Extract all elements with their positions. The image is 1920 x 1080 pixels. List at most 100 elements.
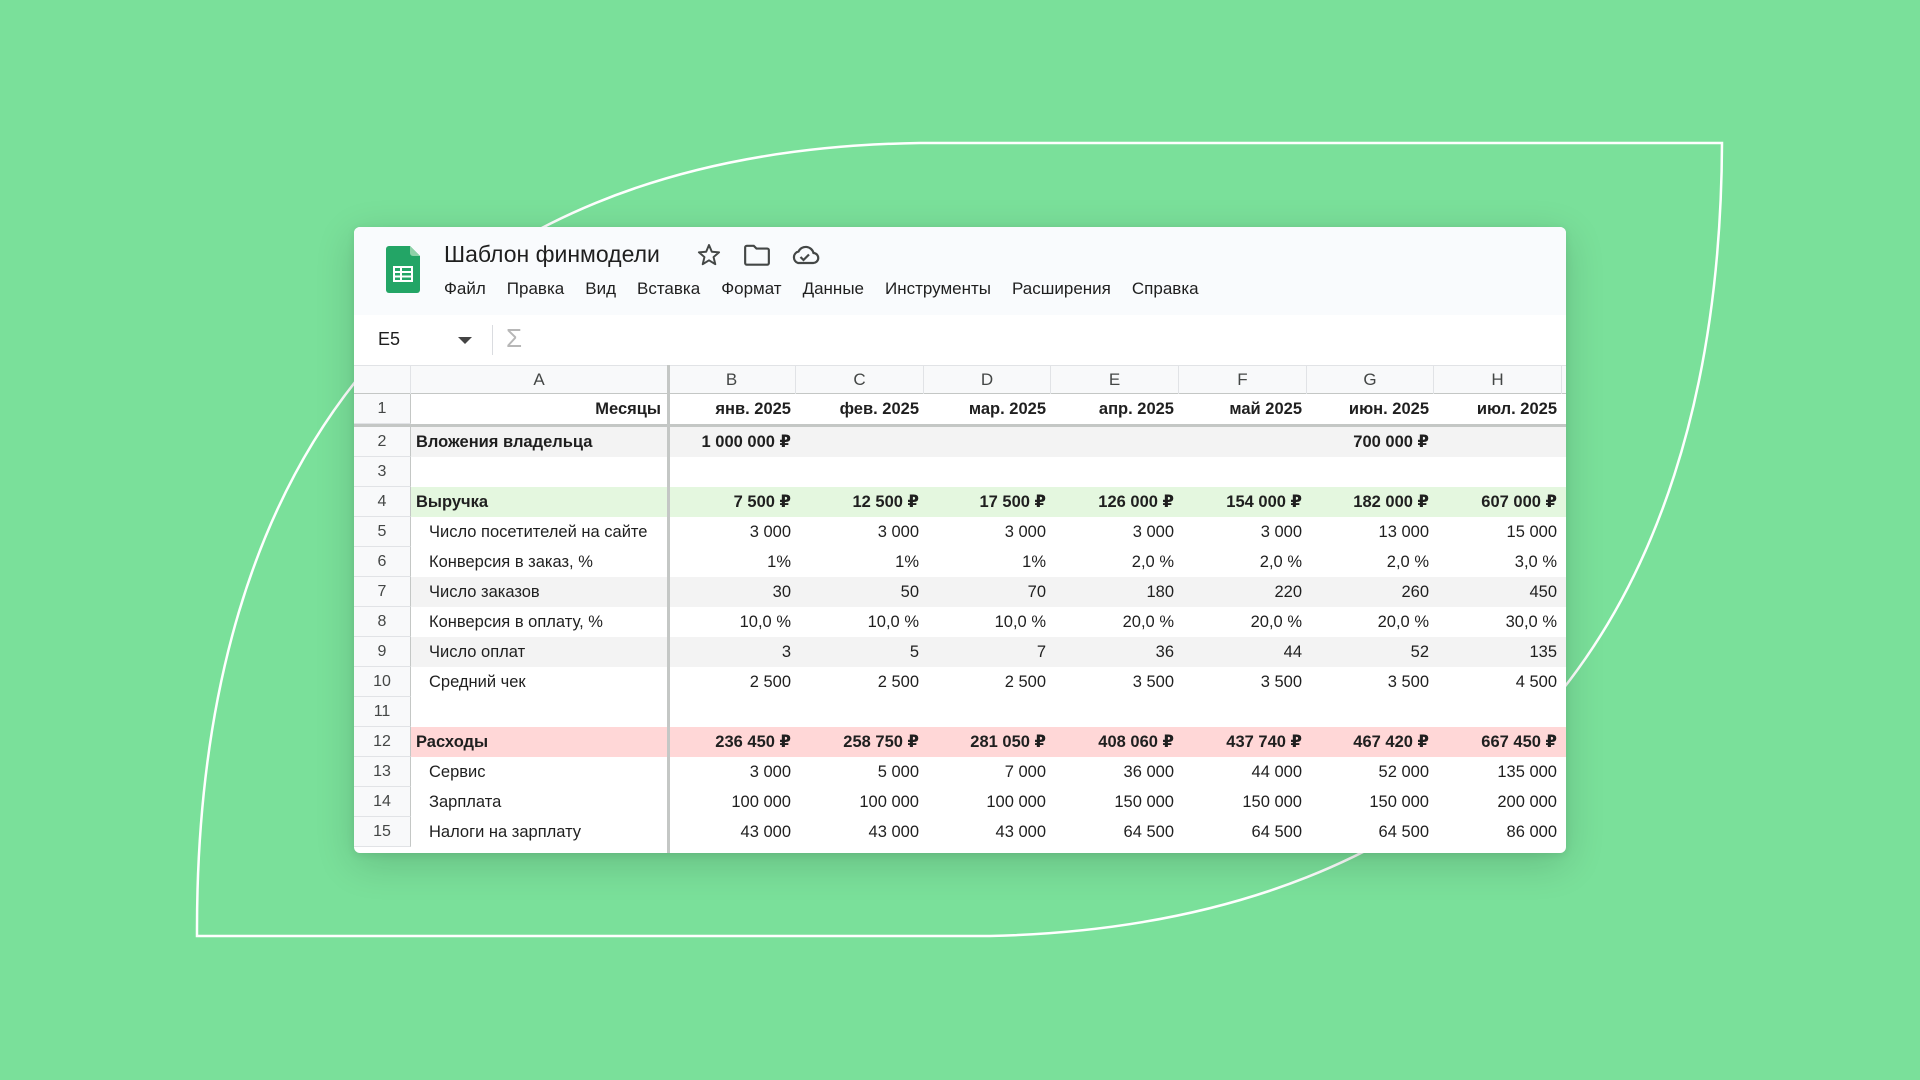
row-label-cell[interactable]: Число посетителей на сайте (429, 523, 648, 541)
cell-d4[interactable]: 17 500 ₽ (979, 493, 1046, 511)
menu-item[interactable]: Вставка (637, 279, 701, 298)
cell-g6[interactable]: 2,0 % (1386, 553, 1429, 571)
cell-e10[interactable]: 3 500 (1132, 673, 1174, 691)
cell-h5[interactable]: 15 000 (1506, 523, 1557, 541)
cell-f1[interactable]: май 2025 (1229, 400, 1302, 418)
cell-c14[interactable]: 100 000 (859, 793, 919, 811)
cell-h9[interactable]: 135 (1529, 643, 1557, 661)
cell-g5[interactable]: 13 000 (1378, 523, 1429, 541)
column-header-a[interactable]: A (411, 366, 668, 394)
cell-e3[interactable] (1051, 457, 1179, 487)
cell-g10[interactable]: 3 500 (1387, 673, 1429, 691)
cell-c5[interactable]: 3 000 (877, 523, 919, 541)
cell-d12[interactable]: 281 050 ₽ (970, 733, 1046, 751)
column-header-h[interactable]: H (1434, 366, 1562, 394)
cell-e14[interactable]: 150 000 (1114, 793, 1174, 811)
cell-e1[interactable]: апр. 2025 (1098, 400, 1174, 418)
menu-item[interactable]: Вид (585, 279, 616, 298)
cell-f10[interactable]: 3 500 (1260, 673, 1302, 691)
menu-item[interactable]: Справка (1131, 279, 1199, 298)
cell-g1[interactable]: июн. 2025 (1348, 400, 1429, 418)
frozen-column-divider[interactable] (667, 365, 670, 853)
menu-item[interactable]: Правка (506, 279, 565, 298)
cell-g14[interactable]: 150 000 (1369, 793, 1429, 811)
cell-b13[interactable]: 3 000 (749, 763, 791, 781)
name-box[interactable]: E5 (378, 329, 401, 349)
cell-h4[interactable]: 607 000 ₽ (1481, 493, 1557, 511)
column-header-e[interactable]: E (1051, 366, 1179, 394)
row-label-cell[interactable]: Конверсия в заказ, % (429, 553, 593, 571)
row-number[interactable]: 5 (354, 517, 411, 547)
cell-h6[interactable]: 3,0 % (1514, 553, 1557, 571)
row-label-cell[interactable] (411, 457, 668, 487)
cell-b2[interactable]: 1 000 000 ₽ (701, 433, 791, 451)
cell-h13[interactable]: 135 000 (1497, 763, 1557, 781)
row-number[interactable]: 8 (354, 607, 411, 637)
cell-d10[interactable]: 2 500 (1004, 673, 1046, 691)
cell-e6[interactable]: 2,0 % (1131, 553, 1174, 571)
row-number[interactable]: 11 (354, 697, 411, 727)
cell-e5[interactable]: 3 000 (1132, 523, 1174, 541)
row-label-cell[interactable]: Расходы (416, 733, 489, 751)
cell-f12[interactable]: 437 740 ₽ (1226, 733, 1302, 751)
row-number[interactable]: 7 (354, 577, 411, 607)
cell-b15[interactable]: 43 000 (740, 823, 791, 841)
cell-d2[interactable] (924, 427, 1051, 457)
cell-e2[interactable] (1051, 427, 1179, 457)
row-label-cell[interactable]: Налоги на зарплату (429, 823, 582, 841)
row-number[interactable]: 9 (354, 637, 411, 667)
column-header-d[interactable]: D (924, 366, 1051, 394)
cell-b7[interactable]: 30 (772, 583, 791, 601)
cell-d3[interactable] (924, 457, 1051, 487)
cell-b9[interactable]: 3 (781, 643, 791, 661)
cell-e11[interactable] (1051, 697, 1179, 727)
cell-h11[interactable] (1434, 697, 1562, 727)
cell-h7[interactable]: 450 (1529, 583, 1557, 601)
cell-c13[interactable]: 5 000 (877, 763, 919, 781)
cell-d15[interactable]: 43 000 (995, 823, 1046, 841)
row-number[interactable]: 10 (354, 667, 411, 697)
cell-e15[interactable]: 64 500 (1123, 823, 1174, 841)
cell-h10[interactable]: 4 500 (1515, 673, 1557, 691)
row-number[interactable]: 15 (354, 817, 411, 847)
cell-d5[interactable]: 3 000 (1004, 523, 1046, 541)
cell-e7[interactable]: 180 (1146, 583, 1174, 601)
cell-h1[interactable]: июл. 2025 (1476, 400, 1557, 418)
cell-g3[interactable] (1307, 457, 1434, 487)
cell-g2[interactable]: 700 000 ₽ (1353, 433, 1429, 451)
cell-d9[interactable]: 7 (1036, 643, 1046, 661)
cell-g7[interactable]: 260 (1401, 583, 1429, 601)
cell-h8[interactable]: 30,0 % (1505, 613, 1557, 631)
cell-f11[interactable] (1179, 697, 1307, 727)
cell-f9[interactable]: 44 (1283, 643, 1302, 661)
column-header-c[interactable]: C (796, 366, 924, 394)
row-number[interactable]: 6 (354, 547, 411, 577)
cell-f15[interactable]: 64 500 (1251, 823, 1302, 841)
cloud-done-icon[interactable] (790, 240, 820, 270)
folder-icon[interactable] (742, 240, 772, 270)
cell-c11[interactable] (796, 697, 924, 727)
column-header-b[interactable]: B (668, 366, 796, 394)
sigma-icon[interactable]: Σ (506, 323, 523, 353)
cell-f2[interactable] (1179, 427, 1307, 457)
menu-item[interactable]: Расширения (1012, 279, 1111, 298)
row-number[interactable]: 13 (354, 757, 411, 787)
cell-d7[interactable]: 70 (1027, 583, 1046, 601)
row-label-cell[interactable]: Выручка (416, 493, 489, 511)
cell-c8[interactable]: 10,0 % (867, 613, 919, 631)
cell-h12[interactable]: 667 450 ₽ (1481, 733, 1557, 751)
menu-item[interactable]: Инструменты (885, 279, 992, 298)
row-label-cell[interactable]: Зарплата (429, 793, 502, 811)
cell-e12[interactable]: 408 060 ₽ (1098, 733, 1174, 751)
cell-b8[interactable]: 10,0 % (739, 613, 791, 631)
menu-item[interactable]: Файл (444, 279, 486, 298)
cell-f14[interactable]: 150 000 (1242, 793, 1302, 811)
row-number[interactable]: 14 (354, 787, 411, 817)
select-all-corner[interactable] (354, 366, 411, 394)
cell-c7[interactable]: 50 (900, 583, 919, 601)
cell-g8[interactable]: 20,0 % (1377, 613, 1429, 631)
cell-g15[interactable]: 64 500 (1378, 823, 1429, 841)
row-number[interactable]: 3 (354, 457, 411, 487)
cell-h3[interactable] (1434, 457, 1562, 487)
column-header-g[interactable]: G (1307, 366, 1434, 394)
